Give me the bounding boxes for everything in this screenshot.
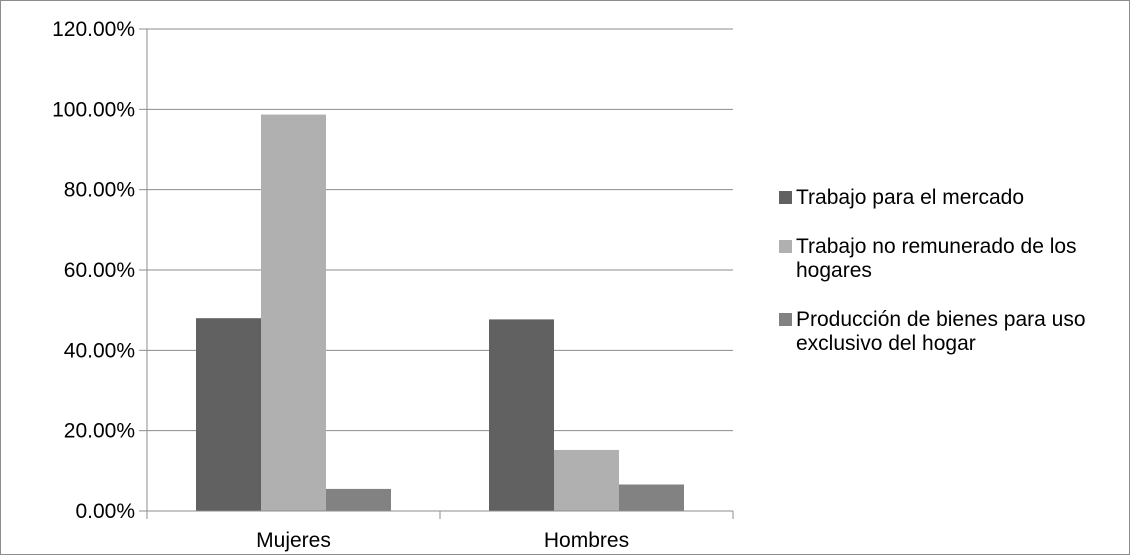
bar <box>261 114 326 512</box>
bar <box>489 319 554 511</box>
y-tick-label: 120.00% <box>52 18 135 41</box>
legend-label: Trabajo para el mercado <box>796 186 1024 209</box>
x-tick-label: Hombres <box>544 529 629 552</box>
axes: 0.00% 20.00% 40.00% 60.00% 80.00% 100.00% 120.… <box>52 18 734 552</box>
bar <box>196 318 261 511</box>
legend-label: Producción de bienes para uso exclusivo d… <box>796 308 1086 355</box>
legend-item: Trabajo no remunerado de los hogares <box>779 235 1077 282</box>
legend-swatch <box>779 313 792 326</box>
y-tick-label: 80.00% <box>64 179 135 202</box>
legend: Trabajo para el mercado Trabajo no remune… <box>779 186 1086 355</box>
y-tick-label: 0.00% <box>75 500 135 523</box>
legend-item: Trabajo para el mercado <box>779 186 1024 209</box>
bars <box>196 114 684 512</box>
bar <box>326 488 391 511</box>
bar <box>619 484 684 511</box>
x-tick-label: Mujeres <box>256 529 331 552</box>
legend-swatch <box>779 240 792 253</box>
bar <box>554 449 619 511</box>
legend-swatch <box>779 191 792 204</box>
y-tick-label: 20.00% <box>64 420 135 443</box>
y-tick-label: 40.00% <box>64 339 135 362</box>
y-tick-label: 100.00% <box>52 98 135 121</box>
y-tick-label: 60.00% <box>64 259 135 282</box>
legend-item: Producción de bienes para uso exclusivo d… <box>779 308 1086 355</box>
legend-label: Trabajo no remunerado de los hogares <box>796 235 1077 282</box>
